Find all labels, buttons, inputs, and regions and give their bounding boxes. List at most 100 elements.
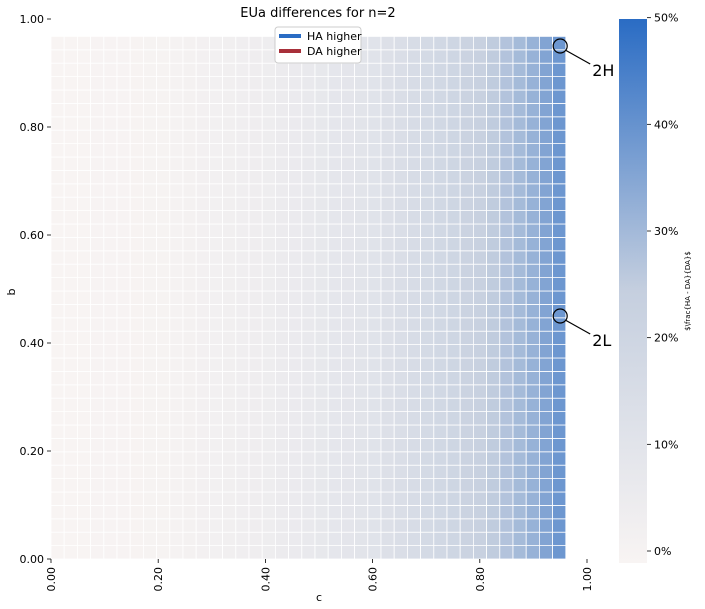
heatmap-cell (327, 183, 342, 198)
heatmap-cell (486, 250, 501, 265)
heatmap-cell (433, 545, 448, 560)
heatmap-cell (222, 518, 237, 533)
heatmap-cell (248, 330, 263, 346)
heatmap-cell (103, 290, 118, 305)
heatmap-cell (499, 330, 514, 346)
heatmap-cell (486, 223, 501, 238)
heatmap-cell (288, 424, 303, 439)
heatmap-cell (301, 384, 316, 399)
heatmap-cell (380, 103, 395, 118)
heatmap-cell (446, 437, 461, 453)
heatmap-cell (433, 210, 448, 225)
heatmap-cell (208, 424, 223, 439)
heatmap-cell (195, 290, 210, 305)
heatmap-cell (156, 143, 171, 158)
heatmap-cell (156, 223, 171, 238)
heatmap-cell (539, 156, 554, 171)
heatmap-cell (156, 89, 171, 104)
heatmap-cell (393, 223, 408, 238)
heatmap-cell (539, 397, 554, 413)
heatmap-cell (446, 317, 461, 332)
heatmap-cell (472, 103, 487, 118)
heatmap-cell (512, 545, 527, 560)
heatmap-cell (354, 531, 369, 547)
heatmap-cell (433, 103, 448, 118)
heatmap-cell (274, 196, 289, 211)
heatmap-cell (222, 156, 237, 171)
heatmap-cell (90, 357, 105, 372)
heatmap-cell (446, 49, 461, 64)
heatmap-cell (182, 156, 197, 171)
heatmap-cell (169, 504, 184, 520)
heatmap-cell (208, 303, 223, 319)
heatmap-cell (235, 49, 250, 64)
heatmap-cell (129, 277, 144, 292)
heatmap-cell (208, 263, 223, 279)
heatmap-cell (486, 169, 501, 185)
heatmap-cell (499, 36, 514, 51)
heatmap-cell (288, 518, 303, 533)
heatmap-cell (472, 437, 487, 453)
heatmap-cell (380, 518, 395, 533)
heatmap-cell (142, 116, 157, 131)
heatmap-cell (539, 344, 554, 359)
heatmap-cell (367, 531, 382, 547)
heatmap-cell (274, 531, 289, 547)
heatmap-cell (512, 424, 527, 439)
heatmap-cell (354, 290, 369, 305)
heatmap-cell (195, 183, 210, 198)
heatmap-cell (248, 129, 263, 144)
heatmap-cell (539, 384, 554, 399)
heatmap-cell (90, 169, 105, 185)
heatmap-cell (116, 236, 131, 252)
heatmap-cell (142, 357, 157, 372)
heatmap-cell (525, 411, 540, 426)
heatmap-cell (77, 357, 92, 372)
heatmap-cell (288, 397, 303, 413)
heatmap-cell (459, 424, 474, 439)
heatmap-cell (103, 344, 118, 359)
heatmap-cell (499, 317, 514, 332)
heatmap-cell (261, 330, 276, 346)
heatmap-cell (393, 263, 408, 279)
heatmap-cell (90, 451, 105, 466)
heatmap-cell (208, 103, 223, 118)
heatmap-cell (63, 89, 78, 104)
heatmap-cell (486, 397, 501, 413)
heatmap-cell (261, 236, 276, 252)
heatmap-cell (142, 491, 157, 506)
heatmap-cell (169, 89, 184, 104)
heatmap-cell (446, 89, 461, 104)
heatmap-cell (512, 317, 527, 332)
heatmap-cell (169, 277, 184, 292)
heatmap-cell (499, 451, 514, 466)
heatmap-cell (433, 143, 448, 158)
heatmap-cell (274, 129, 289, 144)
heatmap-cell (486, 36, 501, 51)
heatmap-cell (50, 531, 65, 547)
heatmap-cell (208, 437, 223, 453)
heatmap-cell (552, 504, 567, 520)
heatmap-cell (288, 277, 303, 292)
heatmap-cell (156, 49, 171, 64)
heatmap-cell (367, 89, 382, 104)
heatmap-cell (208, 290, 223, 305)
heatmap-cell (169, 183, 184, 198)
heatmap-cell (420, 491, 435, 506)
heatmap-cell (340, 344, 355, 359)
heatmap-cell (512, 62, 527, 78)
heatmap-cell (406, 196, 421, 211)
heatmap-cell (90, 424, 105, 439)
legend-label-da-higher: DA higher (307, 45, 362, 58)
heatmap-cell (116, 116, 131, 131)
heatmap-cell (208, 169, 223, 185)
heatmap-cell (182, 116, 197, 131)
heatmap-cell (446, 478, 461, 493)
heatmap-cell (142, 411, 157, 426)
heatmap-cell (525, 330, 540, 346)
heatmap-cell (182, 317, 197, 332)
heatmap-cell (208, 116, 223, 131)
heatmap-cell (380, 317, 395, 332)
heatmap-cell (433, 76, 448, 91)
heatmap-cell (116, 478, 131, 493)
